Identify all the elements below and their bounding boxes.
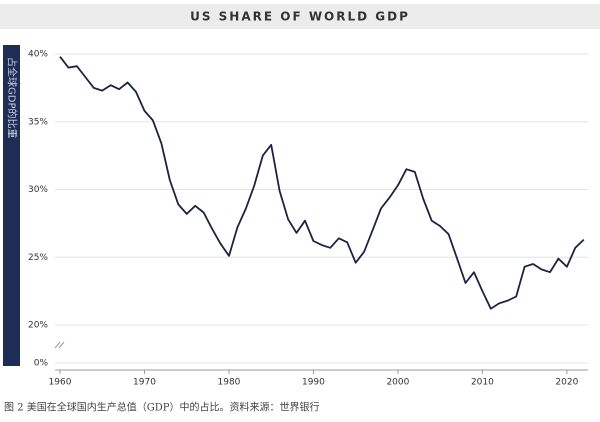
y-tick-label: 30% bbox=[28, 185, 48, 195]
x-tick-label: 1990 bbox=[302, 378, 325, 388]
title-bar bbox=[0, 4, 600, 29]
y-tick-label: 40% bbox=[28, 50, 48, 60]
x-tick-label: 2020 bbox=[555, 378, 578, 388]
y-axis-label: 占全球GDP的比重 bbox=[6, 57, 19, 138]
y-tick-label: 25% bbox=[28, 253, 48, 263]
axis-break bbox=[54, 341, 65, 349]
chart-title: US SHARE OF WORLD GDP bbox=[190, 10, 410, 24]
x-tick-label: 1970 bbox=[133, 378, 156, 388]
x-tick-label: 1960 bbox=[49, 378, 72, 388]
x-tick-label: 2000 bbox=[386, 378, 409, 388]
x-tick-label: 1980 bbox=[218, 378, 241, 388]
y-tick-label: 20% bbox=[28, 321, 48, 331]
x-tick-label: 2010 bbox=[471, 378, 494, 388]
y-tick-label: 35% bbox=[28, 117, 48, 127]
caption: 图 2 美国在全球国内生产总值（GDP）中的占比。资料来源：世界银行 bbox=[4, 401, 319, 414]
y-label-bar bbox=[3, 45, 20, 366]
y-tick-label: 0% bbox=[34, 359, 49, 369]
line bbox=[59, 56, 585, 310]
